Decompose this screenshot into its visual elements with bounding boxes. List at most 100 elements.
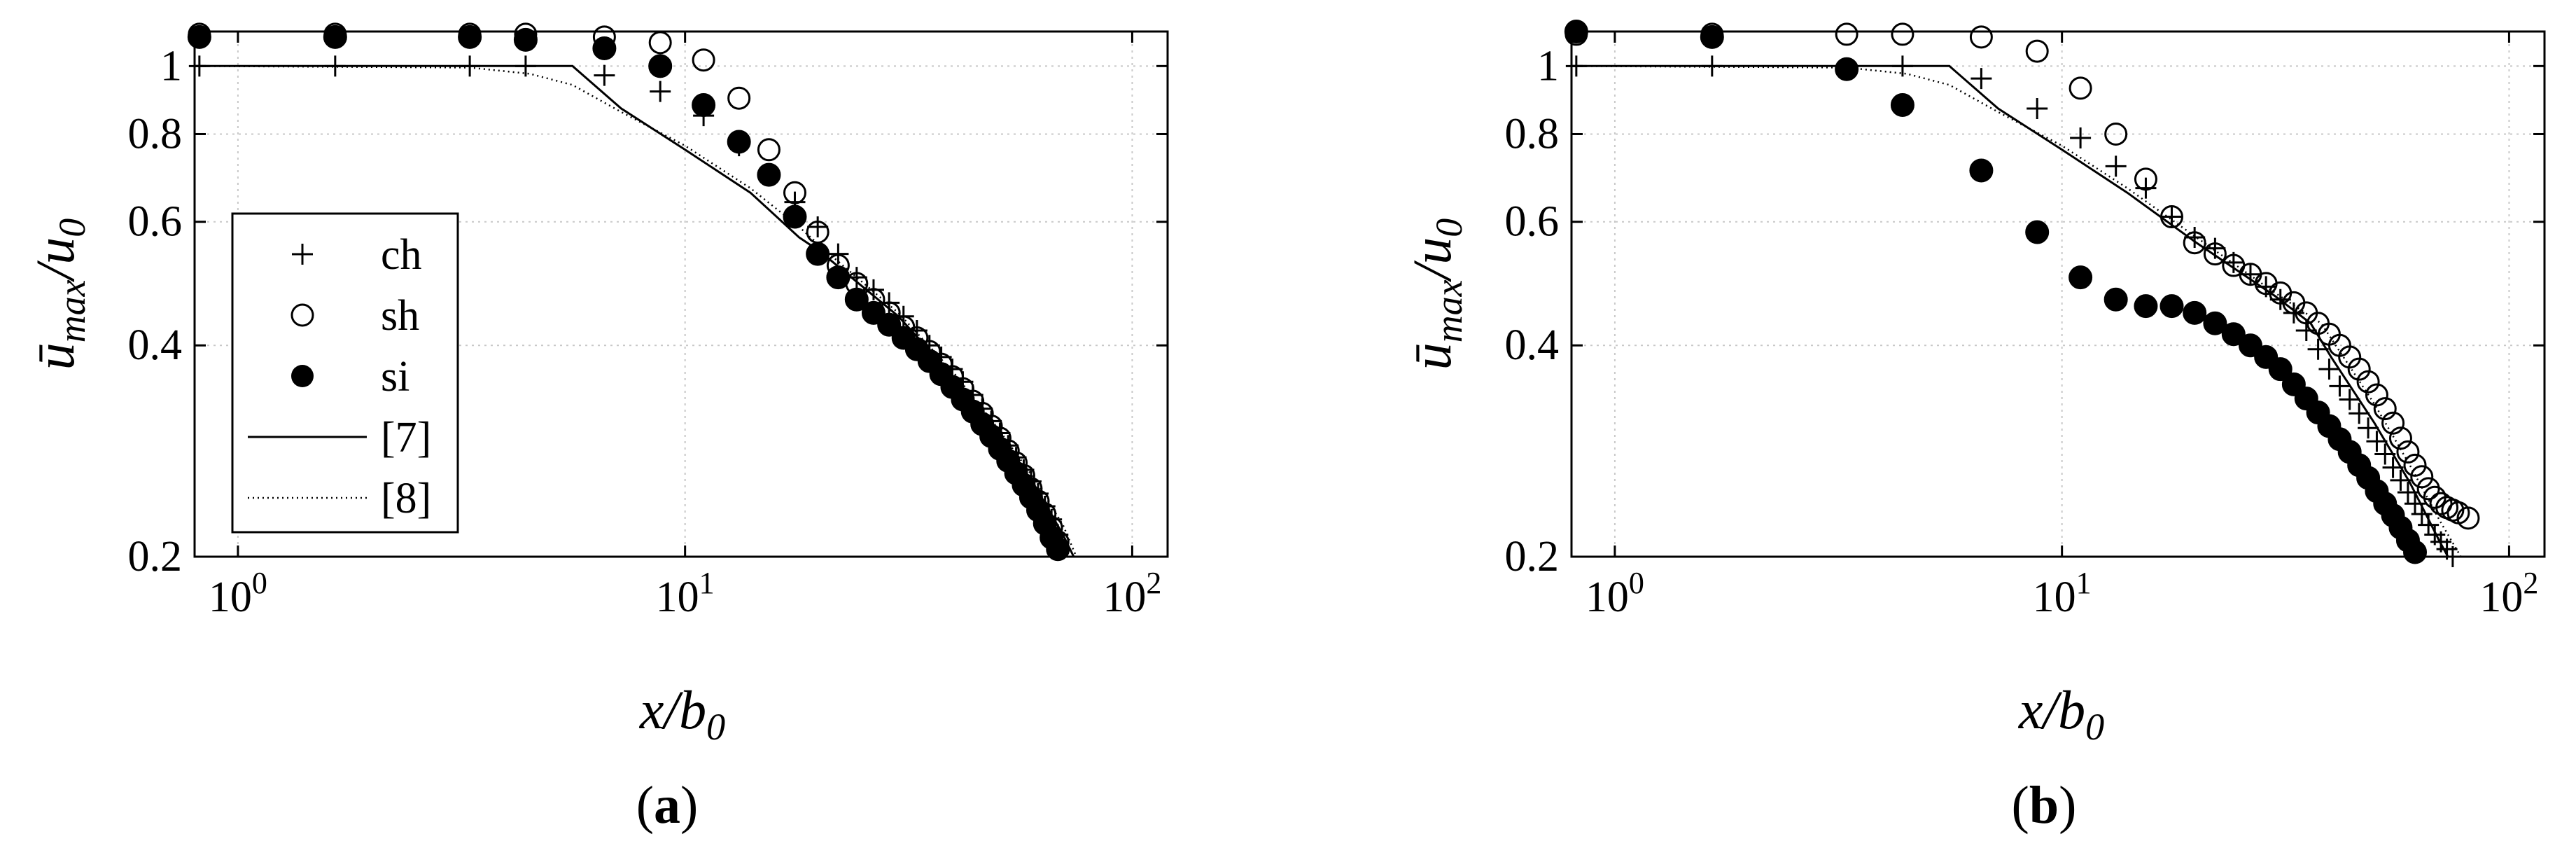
y-tick-label: 0.6	[1505, 198, 1560, 246]
point-si	[2221, 322, 2246, 347]
point-ch	[188, 55, 210, 77]
data-markers	[1564, 20, 2480, 567]
point-si	[2203, 311, 2227, 335]
y-tick-label: 0.2	[128, 533, 183, 581]
point-ch	[2358, 417, 2379, 439]
panel-label-a: (a)	[636, 776, 699, 835]
plot-frame	[1570, 30, 2546, 558]
point-si	[2403, 540, 2428, 564]
point-sh	[2388, 426, 2412, 450]
point-si	[187, 25, 211, 49]
point-ch	[459, 55, 481, 77]
point-si	[1835, 57, 1859, 81]
point-si	[1969, 158, 1994, 183]
panel-label-b: (b)	[2012, 776, 2077, 835]
point-ch	[2339, 389, 2360, 410]
x-tick-label: 102	[1102, 566, 1161, 621]
point-sh	[2456, 506, 2480, 530]
point-ch	[2329, 375, 2351, 397]
point-si	[2025, 220, 2050, 244]
point-si	[783, 204, 807, 229]
point-sh	[1969, 25, 1993, 49]
point-sh	[2373, 397, 2397, 421]
point-sh	[2410, 465, 2434, 489]
point-si	[1046, 537, 1070, 562]
y-tick-label: 0.8	[1505, 110, 1560, 158]
point-sh	[648, 31, 672, 55]
point-sh	[1835, 22, 1858, 46]
point-sh	[2068, 76, 2092, 100]
x-axis-label: x/b0	[2018, 679, 2104, 748]
y-tick-label: 0.4	[1505, 321, 1560, 369]
point-ch	[1891, 55, 1913, 77]
y-tick-label: 0.2	[1505, 533, 1560, 581]
data-markers	[187, 22, 1070, 562]
point-si	[1890, 92, 1914, 117]
point-sh	[2183, 231, 2206, 255]
point-ch	[2374, 443, 2396, 465]
legend-items	[248, 244, 367, 499]
chart-panel-b: 0.2 0.4 0.6 0.8 1 100 101 102 x/b0 ūmax/…	[1401, 20, 2546, 835]
point-si	[458, 25, 482, 49]
y-tick-labels: 0.2 0.4 0.6 0.8 1	[128, 42, 183, 581]
model-lines	[1571, 64, 2462, 557]
point-sh	[2203, 242, 2227, 266]
point-sh	[1891, 22, 1914, 46]
point-sh	[757, 138, 780, 162]
point-ch	[594, 64, 615, 86]
point-sh	[692, 48, 715, 72]
point-si	[826, 265, 850, 290]
x-tick-label: 101	[2033, 566, 2092, 621]
y-tick-labels: 0.2 0.4 0.6 0.8 1	[1505, 42, 1560, 581]
legend-label-ref7: [7]	[381, 414, 431, 461]
point-ch	[1701, 55, 1723, 77]
legend-box	[231, 212, 459, 534]
point-ch	[2204, 237, 2226, 259]
point-si	[323, 25, 347, 49]
x-tick-label: 101	[656, 566, 715, 621]
point-ch	[2318, 359, 2340, 380]
point-si	[2104, 287, 2128, 312]
point-ch	[514, 55, 536, 77]
legend-label-si: si	[381, 353, 410, 401]
legend-marker-filled-circle	[291, 365, 314, 387]
point-si	[1700, 25, 1724, 49]
point-ch	[2366, 431, 2388, 452]
point-sh	[727, 86, 751, 110]
point-sh	[783, 181, 806, 204]
point-ch	[807, 216, 829, 238]
point-sh	[2403, 453, 2427, 477]
point-si	[648, 54, 673, 78]
point-si	[757, 162, 781, 187]
point-ch	[1970, 68, 1992, 90]
point-ch	[2026, 97, 2048, 119]
point-ch	[2184, 227, 2206, 249]
series-line-ref8	[1571, 65, 2462, 557]
point-si	[844, 287, 869, 312]
legend: ch sh si [7] [8]	[231, 212, 459, 534]
y-tick-label: 1	[160, 42, 182, 90]
legend-label-ref8: [8]	[381, 475, 431, 522]
x-tick-labels: 100 101 102	[209, 566, 1162, 621]
point-ch	[2397, 482, 2418, 503]
point-ch	[2105, 155, 2127, 177]
y-axis-label: ūmax/u0	[24, 218, 93, 370]
point-ch	[324, 55, 346, 77]
point-sh	[2381, 411, 2405, 435]
point-si	[806, 242, 830, 266]
point-si	[513, 27, 538, 52]
point-sh	[2356, 370, 2380, 394]
point-sh	[2134, 167, 2157, 191]
y-tick-label: 0.6	[128, 198, 183, 246]
point-ch	[2382, 457, 2404, 478]
point-si	[592, 36, 617, 60]
point-sh	[2025, 39, 2049, 63]
point-ch	[2239, 263, 2261, 285]
chart-panel-a: 0.2 0.4 0.6 0.8 1 100 101 102 x/b0 ūmax/…	[24, 22, 1169, 835]
point-ch	[2070, 127, 2092, 148]
y-axis-label: ūmax/u0	[1401, 218, 1470, 370]
point-sh	[2160, 205, 2183, 229]
x-tick-label: 100	[209, 566, 267, 621]
x-tick-label: 100	[1586, 566, 1644, 621]
